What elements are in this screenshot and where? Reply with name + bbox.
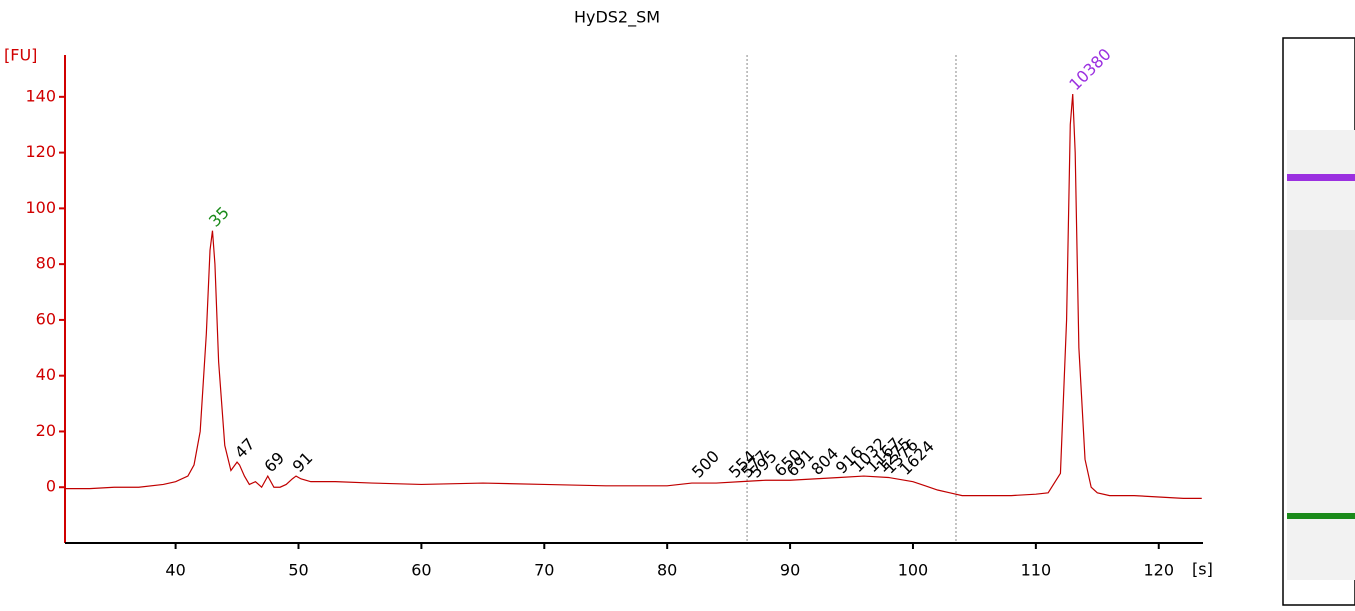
peak-label: 10380	[1065, 45, 1114, 94]
peak-label: 500	[688, 447, 723, 482]
y-tick-label: 20	[36, 421, 56, 440]
x-tick-label: 120	[1143, 561, 1174, 580]
y-tick-label: 80	[36, 254, 56, 273]
x-tick-label: 110	[1021, 561, 1052, 580]
x-tick-label: 70	[534, 561, 554, 580]
x-tick-label: 50	[288, 561, 308, 580]
y-tick-label: 40	[36, 365, 56, 384]
x-tick-label: 100	[898, 561, 929, 580]
gel-lane	[1282, 37, 1355, 606]
peak-label: 35	[205, 203, 233, 231]
y-tick-label: 140	[25, 86, 56, 105]
peak-label: 69	[260, 448, 288, 476]
x-tick-label: 40	[165, 561, 185, 580]
y-tick-label: 100	[25, 198, 56, 217]
x-tick-label: 60	[411, 561, 431, 580]
chart-title: HyDS2_SM	[574, 8, 660, 28]
x-axis-label: [s]	[1192, 560, 1213, 579]
x-tick-label: 80	[657, 561, 677, 580]
x-tick-label: 90	[780, 561, 800, 580]
peak-label: 91	[289, 448, 317, 476]
trace-line	[65, 93, 1202, 499]
y-axis-label: [FU]	[4, 46, 37, 65]
y-tick-label: 60	[36, 309, 56, 328]
peak-label: 47	[231, 434, 259, 462]
y-tick-label: 0	[46, 477, 56, 496]
y-tick-label: 120	[25, 142, 56, 161]
